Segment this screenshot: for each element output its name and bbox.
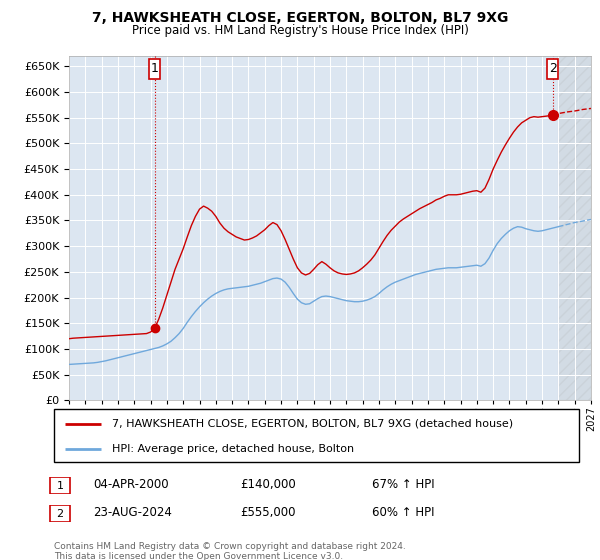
Text: 67% ↑ HPI: 67% ↑ HPI [372, 478, 434, 491]
Text: 7, HAWKSHEATH CLOSE, EGERTON, BOLTON, BL7 9XG: 7, HAWKSHEATH CLOSE, EGERTON, BOLTON, BL… [92, 11, 508, 25]
Text: 60% ↑ HPI: 60% ↑ HPI [372, 506, 434, 519]
Bar [559, 56, 591, 400]
Text: 7, HAWKSHEATH CLOSE, EGERTON, BOLTON, BL7 9XG (detached house): 7, HAWKSHEATH CLOSE, EGERTON, BOLTON, BL… [112, 419, 513, 429]
Text: 04-APR-2000: 04-APR-2000 [93, 478, 169, 491]
Text: Price paid vs. HM Land Registry's House Price Index (HPI): Price paid vs. HM Land Registry's House … [131, 24, 469, 36]
Bar [149, 59, 160, 79]
Text: Contains HM Land Registry data © Crown copyright and database right 2024.
This d: Contains HM Land Registry data © Crown c… [54, 542, 406, 560]
Bar [547, 59, 559, 79]
Text: £140,000: £140,000 [240, 478, 296, 491]
Text: 2: 2 [549, 62, 557, 76]
Text: 2: 2 [56, 508, 64, 519]
Text: 1: 1 [151, 62, 158, 76]
Text: £555,000: £555,000 [240, 506, 296, 519]
Text: HPI: Average price, detached house, Bolton: HPI: Average price, detached house, Bolt… [112, 444, 354, 454]
Text: 1: 1 [56, 480, 64, 491]
Text: 23-AUG-2024: 23-AUG-2024 [93, 506, 172, 519]
